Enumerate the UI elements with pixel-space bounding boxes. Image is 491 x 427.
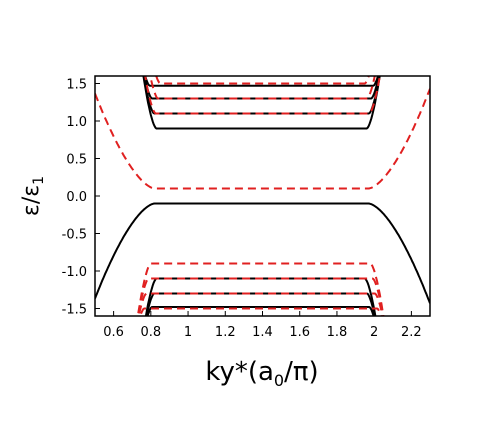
x-tick-label: 2.2 bbox=[401, 325, 422, 340]
black-solid-band-line bbox=[144, 76, 379, 87]
x-tick-label: 0.6 bbox=[103, 325, 124, 340]
red-dashed-band-line bbox=[139, 307, 383, 316]
red-dashed-band-line bbox=[137, 292, 384, 316]
red-dashed-band-line bbox=[149, 76, 376, 100]
x-axis-label-tail: /π) bbox=[284, 357, 319, 387]
y-tick-label: 1.5 bbox=[66, 78, 87, 93]
y-axis-label-subscript: 1 bbox=[31, 176, 47, 185]
x-tick-label: 1.8 bbox=[327, 325, 348, 340]
x-tick-label: 1.2 bbox=[215, 325, 236, 340]
x-axis-label-subscript: 0 bbox=[274, 371, 284, 390]
red-dashed-band-line bbox=[136, 262, 385, 316]
y-tick-label: -1.0 bbox=[62, 265, 87, 280]
band-curves bbox=[95, 76, 430, 316]
y-tick-label: 0.0 bbox=[66, 190, 87, 205]
x-axis-label: ky*(a0/π) bbox=[205, 357, 318, 390]
red-dashed-band-line bbox=[95, 88, 430, 190]
x-tick-label: 2 bbox=[370, 325, 378, 340]
axis-ticks: 0.6 0.8 1 1.2 1.4 1.6 1.8 2 2.2 1.5 1.0 0.5 0.0 -0.5 -… bbox=[62, 78, 422, 341]
x-tick-label: 1 bbox=[184, 325, 192, 340]
black-solid-band-line bbox=[142, 76, 381, 130]
y-axis-label-main: ε/ε bbox=[19, 185, 44, 216]
y-tick-label: -1.5 bbox=[62, 303, 87, 318]
red-dashed-band-line bbox=[155, 76, 370, 85]
y-tick-label: 1.0 bbox=[66, 115, 87, 130]
black-solid-band-line bbox=[95, 202, 430, 304]
x-axis-label-main: ky*(a bbox=[205, 357, 274, 387]
y-axis-label: ε/ε1 bbox=[19, 176, 47, 216]
red-dashed-band-line bbox=[144, 76, 381, 115]
x-tick-label: 0.8 bbox=[140, 325, 161, 340]
red-dashed-band-line bbox=[137, 277, 385, 316]
x-tick-label: 1.4 bbox=[252, 325, 273, 340]
x-tick-label: 1.6 bbox=[289, 325, 310, 340]
y-tick-label: -0.5 bbox=[62, 228, 87, 243]
black-solid-band-line bbox=[146, 306, 375, 316]
y-tick-label: 0.5 bbox=[66, 153, 87, 168]
